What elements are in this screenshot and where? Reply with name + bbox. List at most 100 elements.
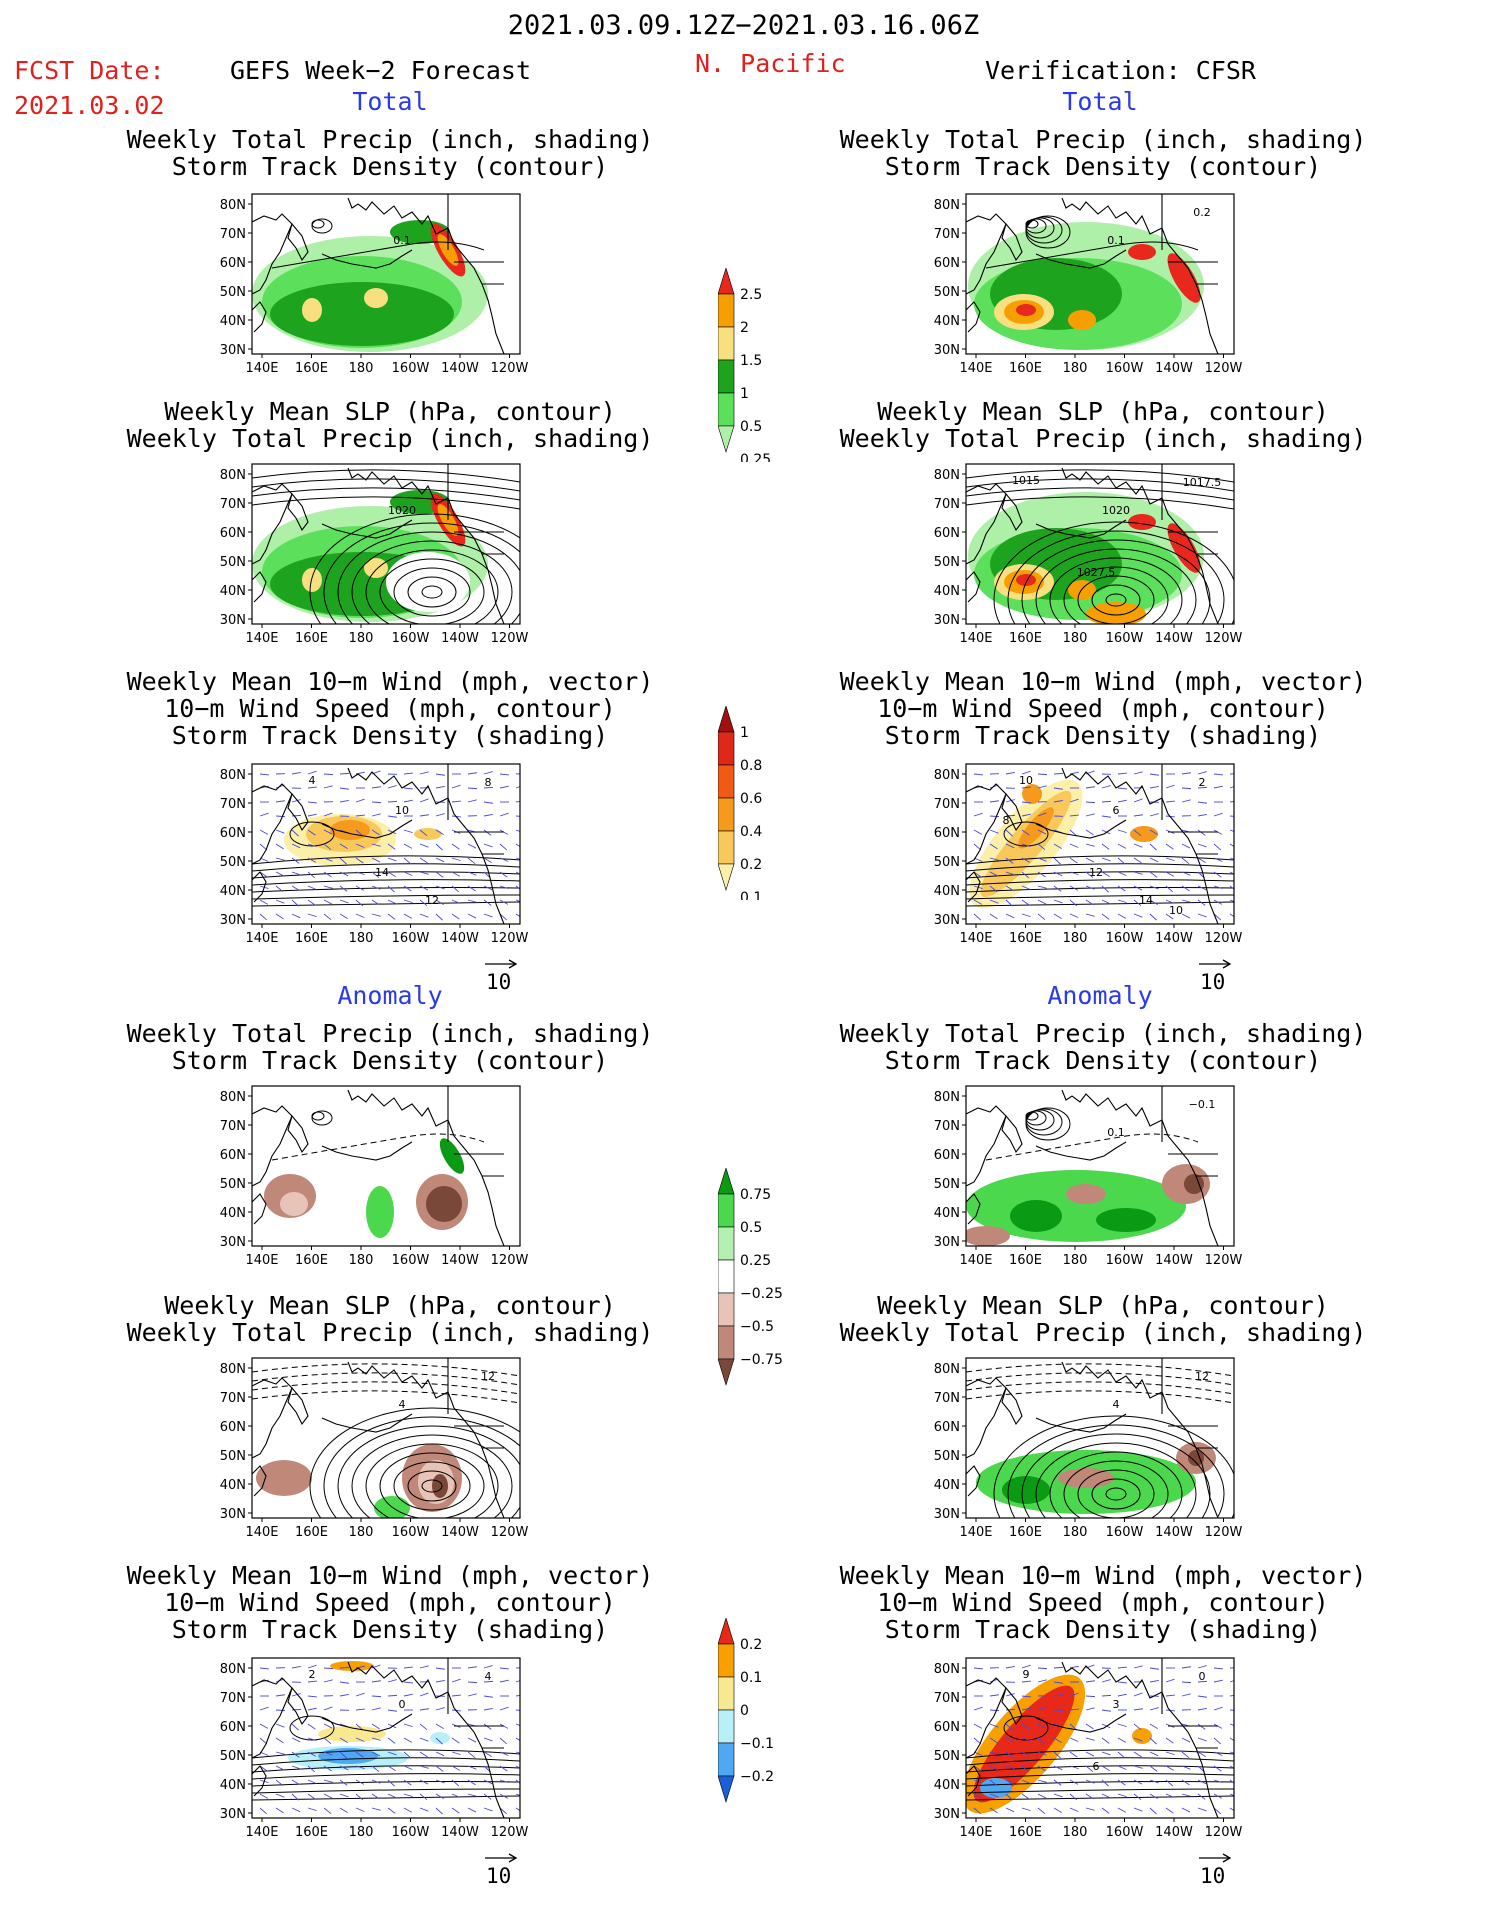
wind-vector	[355, 771, 365, 775]
wind-vector	[371, 1707, 381, 1711]
wind-vector	[1117, 799, 1127, 803]
wind-vector	[275, 1765, 285, 1771]
coastline-japan	[966, 301, 981, 333]
wind-vector	[499, 871, 508, 878]
wind-vector	[1117, 885, 1126, 892]
map-svg: 80N 70N 60N 50N 40N 30N 140E 160E 180 160W 140W 120…	[220, 193, 528, 376]
wind-vector	[1021, 1765, 1030, 1773]
coastline-aleutians	[1035, 1141, 1127, 1161]
wind-vector	[355, 1737, 365, 1742]
vector-reference-right-total: 10	[1196, 958, 1236, 998]
wind-vector	[371, 913, 381, 917]
wind-vector	[291, 1665, 301, 1669]
wind-vector	[1069, 871, 1079, 876]
wind-speed-contour	[966, 894, 1234, 900]
panel-title-line: Weekly Mean SLP (hPa, contour)	[164, 1291, 616, 1320]
colorbar-segment	[717, 266, 735, 295]
wind-vector	[1021, 899, 1030, 906]
storm-density-contour	[985, 241, 1199, 269]
wind-vector	[1117, 857, 1126, 865]
wind-vector	[355, 913, 365, 918]
wind-vector	[1053, 913, 1062, 920]
wind-vector	[323, 871, 332, 878]
arrow-right-icon	[485, 1853, 518, 1863]
pressure-contour	[252, 1363, 520, 1377]
colorbar-label: −0.2	[740, 1769, 774, 1785]
pressure-contour	[1105, 1487, 1127, 1501]
precip-max-blob	[1016, 574, 1036, 586]
panel-title-line: Storm Track Density (contour)	[884, 152, 1322, 181]
contour-label: 10	[1019, 774, 1033, 787]
wind-vector	[483, 1723, 492, 1730]
lat-tick-label: 40N	[934, 1206, 960, 1221]
wind-speed-contour	[252, 1781, 520, 1787]
wind-vector	[1181, 1807, 1191, 1813]
wind-vector	[259, 773, 269, 776]
wind-vector	[1197, 1707, 1207, 1711]
wind-vector	[323, 829, 333, 835]
precip-max-blob	[1167, 523, 1201, 573]
wind-vector	[1165, 1737, 1174, 1744]
wind-vector	[339, 843, 348, 850]
lat-tick-label: 50N	[220, 1449, 246, 1464]
wind-vector	[1085, 885, 1095, 890]
contour-label: 1020	[1102, 504, 1130, 517]
colorbar-segment	[717, 863, 735, 892]
wind-vector	[467, 772, 477, 775]
coastline-aleutians	[321, 1141, 413, 1161]
wind-vector	[1197, 1751, 1206, 1758]
lon-tick-label: 160E	[295, 1525, 328, 1540]
lat-tick-label: 70N	[220, 797, 246, 812]
wind-vector	[323, 1706, 333, 1711]
wind-vector	[403, 1737, 413, 1743]
wind-vector	[989, 1694, 999, 1697]
wind-vector	[419, 857, 428, 864]
coastline-kamchatka	[1001, 792, 1023, 832]
lat-tick-label: 70N	[934, 1391, 960, 1406]
political-borders	[1161, 1358, 1218, 1449]
wind-vector	[467, 1751, 476, 1759]
lon-tick-label: 160E	[295, 1253, 328, 1268]
wind-vector	[435, 773, 445, 776]
wind-vector	[1149, 1793, 1158, 1800]
pressure-contour	[379, 1452, 485, 1518]
wind-vector	[387, 815, 397, 818]
storm-density-contour	[271, 241, 485, 269]
wind-vector	[1229, 871, 1234, 875]
lat-tick-label: 70N	[220, 227, 246, 242]
contour-label: 0.1	[393, 234, 411, 247]
wind-vector	[435, 1723, 444, 1730]
wind-vector	[989, 899, 999, 904]
lon-tick-label: 160W	[392, 1253, 430, 1268]
wind-vector	[467, 787, 478, 790]
wind-vector	[1069, 857, 1078, 864]
wind-vector	[483, 1680, 494, 1683]
colorbar-segment	[717, 1259, 735, 1294]
lat-tick-label: 40N	[220, 884, 246, 899]
wind-vector	[1133, 814, 1143, 817]
coastline-aleutians	[321, 249, 413, 269]
wind-vector	[1117, 829, 1127, 834]
coastline-aleutians	[1035, 519, 1127, 539]
wind-vector	[435, 1779, 445, 1784]
colorbar-label: 1.5	[740, 353, 762, 369]
wind-vector	[1101, 1793, 1111, 1799]
contour-label: 3	[1113, 1698, 1120, 1711]
wind-vector	[1213, 857, 1223, 862]
wind-vector	[1213, 899, 1223, 905]
lat-tick-label: 80N	[220, 1090, 246, 1105]
wind-vector	[403, 1793, 413, 1798]
wind-vector	[339, 885, 348, 892]
wind-vector	[355, 814, 365, 817]
wind-vector	[1085, 1779, 1095, 1784]
contour-label: 9	[1023, 1668, 1030, 1681]
wind-vector	[403, 1681, 413, 1684]
wind-vector	[1005, 1765, 1015, 1770]
wind-vector	[371, 1751, 381, 1757]
wind-vector	[483, 1793, 492, 1800]
wind-vector	[1005, 885, 1014, 892]
wind-vector	[483, 1779, 493, 1785]
lat-tick-label: 70N	[220, 1119, 246, 1134]
wind-vector	[307, 913, 317, 918]
section-total-left: Total	[352, 87, 428, 116]
